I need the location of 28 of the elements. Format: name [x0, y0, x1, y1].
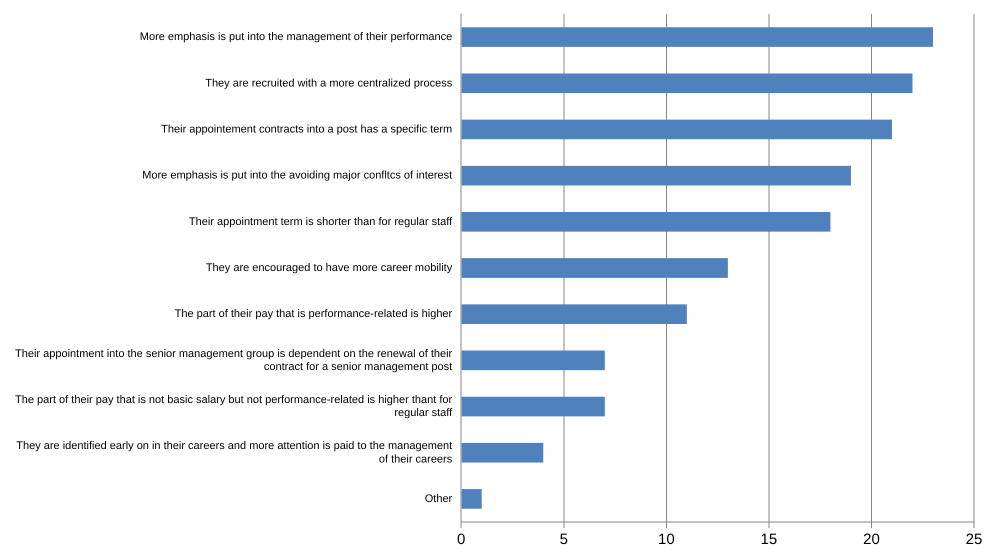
bar	[462, 258, 728, 278]
x-tick-label: 5	[560, 531, 568, 548]
y-tick-label: The part of their pay that is performance-related is higher	[174, 308, 453, 320]
bar	[462, 304, 687, 324]
y-tick-label: More emphasis is put into the management of their performance	[140, 31, 452, 44]
bar	[462, 442, 544, 463]
y-tick-label: The part of their pay that is not basic salary but not performance-related is higher thant for regular staff	[15, 394, 454, 420]
y-tick-label: Their appointment term is shorter than for regular staff	[188, 216, 454, 228]
x-tick-label: 20	[863, 531, 880, 548]
bar	[462, 120, 892, 140]
y-tick-label: Their appointement contracts into a post has a specific term	[161, 123, 452, 136]
x-tick-label: 0	[457, 531, 466, 548]
bar	[462, 396, 605, 416]
y-tick-label: Other	[424, 492, 453, 505]
x-tick-label: 10	[658, 531, 675, 548]
x-tick-label: 15	[760, 531, 778, 548]
y-tick-label: They are recruited with a more centralized process	[205, 77, 453, 90]
bar	[462, 489, 482, 509]
bar	[462, 166, 851, 186]
x-tick-label: 25	[966, 531, 982, 548]
bar	[462, 73, 912, 94]
y-tick-label: Their appointment into the senior management group is dependent on the renewal of their contract for a senior management post	[14, 348, 453, 373]
bar	[462, 27, 933, 47]
y-tick-label: They are encouraged to have more career mobility	[206, 262, 453, 274]
y-tick-label: More emphasis is put into the avoiding major confltcs of interest	[142, 170, 452, 182]
y-tick-label: They are identified early on in their careers and more attention is paid to the management of their careers	[16, 440, 453, 466]
bar	[462, 350, 605, 370]
bar	[462, 212, 830, 232]
